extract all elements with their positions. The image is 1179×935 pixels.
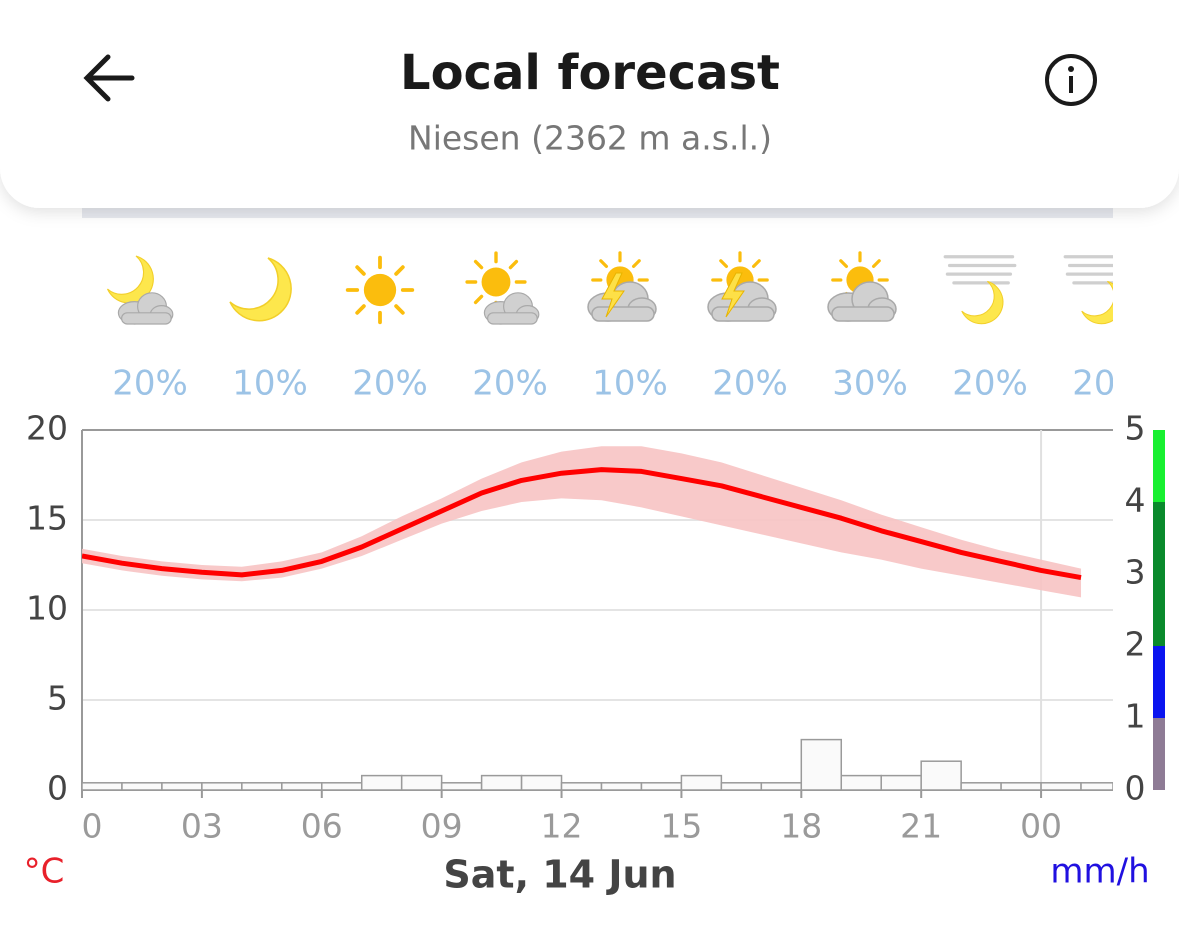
intensity-scale [1153, 430, 1165, 502]
precip-bar [800, 738, 843, 791]
y2-tick-label: 3 [1125, 553, 1146, 592]
y2-tick-label: 2 [1125, 625, 1146, 664]
subtitle: Niesen (2362 m a.s.l.) [408, 119, 772, 158]
header [0, 0, 1179, 208]
precip-bar [880, 774, 922, 791]
x-tick-label: 09 [421, 807, 463, 846]
y-tick-label: 10 [26, 589, 68, 628]
precip-bar [201, 782, 243, 791]
precip-probability: 20% [712, 364, 788, 404]
precip-bar [400, 774, 443, 791]
precip-bar [720, 782, 763, 791]
precip-bar [680, 774, 723, 791]
precip-bar [600, 782, 643, 791]
precip-bar [1080, 782, 1113, 791]
y2-tick-label: 4 [1125, 481, 1146, 520]
y-tick-label: 5 [47, 679, 68, 718]
precip-bar [640, 782, 683, 791]
precip-bar [241, 782, 283, 791]
precip-bar [520, 774, 563, 791]
precip-bar [920, 760, 962, 791]
x-tick-label: 21 [900, 807, 942, 846]
precip-bar [840, 774, 882, 791]
precip-probability: 20% [112, 364, 188, 404]
y2-tick-label: 1 [1125, 697, 1146, 736]
precip-bar [760, 782, 803, 791]
y-axis-label: °C [24, 852, 65, 892]
intensity-scale [1153, 646, 1165, 718]
precip-bar [321, 782, 363, 791]
y2-tick-label: 0 [1125, 769, 1146, 808]
date-strip [82, 208, 1113, 218]
precip-probability: 30% [832, 364, 908, 404]
weather-icons: 20% 10% 20% 20% 10% 20% 30% 20% 20% [106, 251, 1148, 404]
precip-bar [960, 782, 1002, 791]
y2-tick-label: 5 [1125, 409, 1146, 448]
precip-probability: 20% [352, 364, 428, 404]
title: Local forecast [400, 45, 780, 101]
precip-bar [121, 782, 163, 791]
y2-axis-label: mm/h [1050, 852, 1149, 892]
precip-probability: 10% [592, 364, 668, 404]
y-tick-label: 15 [26, 499, 68, 538]
precip-probability: 20% [952, 364, 1028, 404]
precip-bar [560, 782, 603, 791]
precip-bar [1040, 782, 1082, 791]
plot-area [82, 446, 1113, 791]
x-tick-label: 06 [301, 807, 343, 846]
precip-probability: 10% [232, 364, 308, 404]
precip-bar [440, 782, 483, 791]
x-tick-label: 0 [82, 807, 103, 846]
back-button[interactable] [83, 54, 135, 102]
y-tick-label: 0 [47, 769, 68, 808]
precip-bar [1000, 782, 1042, 791]
x-tick-label: 03 [181, 807, 223, 846]
x-tick-label: 18 [780, 807, 822, 846]
y-tick-label: 20 [26, 409, 68, 448]
x-tick-label: 12 [541, 807, 583, 846]
precip-bar [82, 782, 123, 791]
precip-bar [281, 782, 323, 791]
intensity-scale [1153, 718, 1165, 790]
precip-probability: 20% [472, 364, 548, 404]
precip-bar [360, 774, 403, 791]
intensity-scale [1153, 502, 1165, 646]
precip-bar [161, 782, 203, 791]
x-tick-label: 00 [1020, 807, 1062, 846]
info-button[interactable] [1045, 54, 1097, 106]
temperature-line [82, 467, 1082, 581]
x-axis-label: Sat, 14 Jun [443, 853, 676, 897]
x-tick-label: 15 [660, 807, 702, 846]
precip-bar [480, 774, 523, 791]
precip-probability: 20% [1072, 364, 1148, 404]
